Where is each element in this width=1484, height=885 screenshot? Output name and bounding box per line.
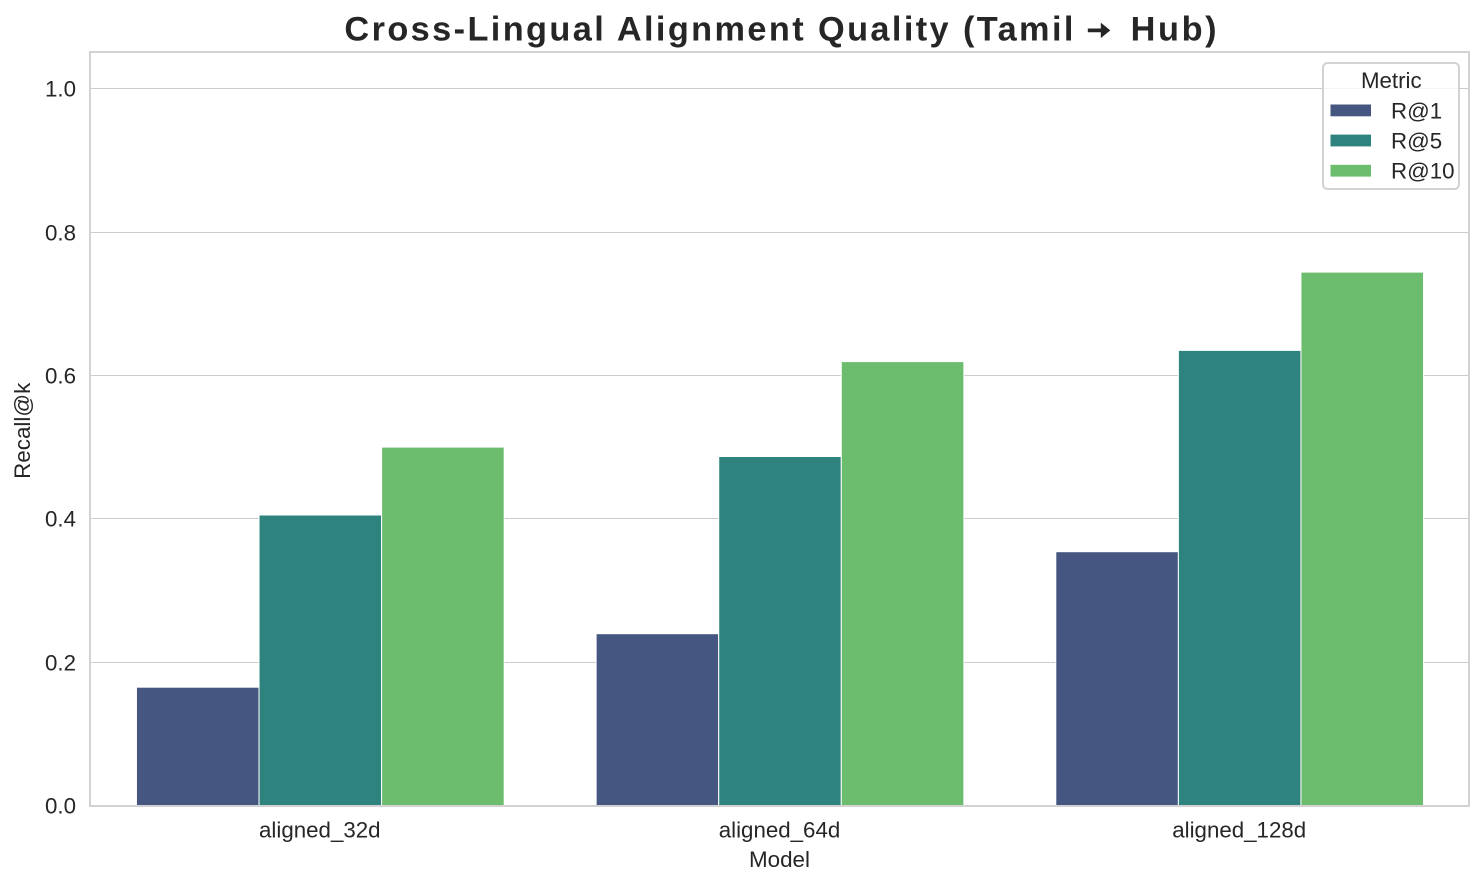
svg-text:Recall@k: Recall@k	[10, 382, 35, 479]
svg-text:0.0: 0.0	[45, 793, 76, 818]
svg-text:0.6: 0.6	[45, 363, 76, 388]
svg-text:0.2: 0.2	[45, 650, 76, 675]
svg-text:Model: Model	[749, 847, 810, 872]
svg-text:R@10: R@10	[1391, 159, 1455, 184]
svg-text:0.4: 0.4	[45, 506, 76, 531]
svg-text:Metric: Metric	[1361, 68, 1422, 93]
svg-text:aligned_128d: aligned_128d	[1172, 817, 1306, 842]
svg-text:Cross-Lingual Alignment Qualit: Cross-Lingual Alignment Quality (Tamil	[344, 10, 1073, 48]
svg-text:R@5: R@5	[1391, 129, 1442, 154]
svg-text:Hub): Hub)	[1131, 10, 1217, 48]
svg-text:R@1: R@1	[1391, 99, 1442, 124]
svg-text:aligned_32d: aligned_32d	[259, 817, 381, 842]
svg-text:aligned_64d: aligned_64d	[719, 817, 841, 842]
svg-text:1.0: 1.0	[45, 76, 76, 101]
svg-text:0.8: 0.8	[45, 220, 76, 245]
